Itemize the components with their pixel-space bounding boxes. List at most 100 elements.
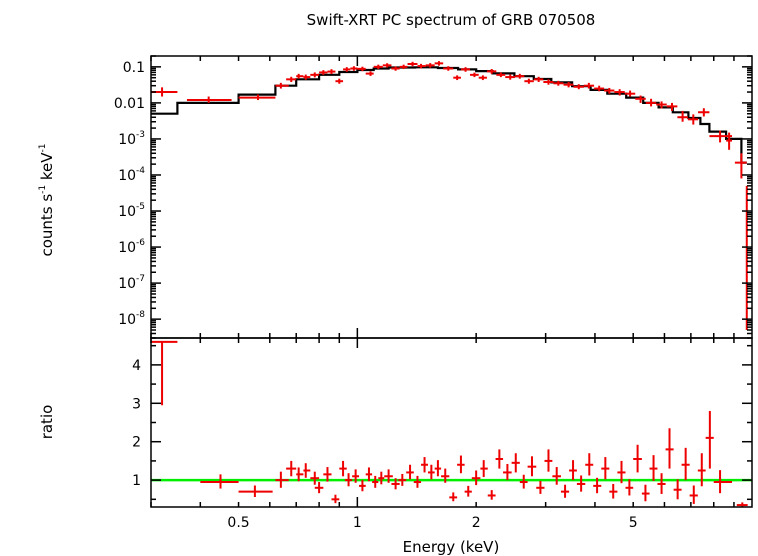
data-point <box>656 101 667 109</box>
x-tick-label: 2 <box>472 515 481 531</box>
spectrum-panel: 0.1 0.01 10-3 10-4 10-5 10-6 10-7 10-8 counts s… <box>38 55 753 339</box>
data-point <box>515 73 525 79</box>
ratio-data-points <box>151 340 748 507</box>
data-point <box>552 467 561 485</box>
y-tick-label: 10-4 <box>118 166 145 184</box>
y-tick-label: 4 <box>132 358 141 374</box>
ratio-panel: 1 2 3 4 0.5 1 2 5 ratio Energy (keV) <box>38 337 753 556</box>
data-point <box>689 485 698 504</box>
data-point <box>487 490 496 500</box>
data-point <box>421 457 428 473</box>
ratio-y-tick-labels: 1 2 3 4 <box>132 358 141 489</box>
data-point <box>576 475 586 492</box>
data-point <box>310 72 320 78</box>
data-point <box>314 482 324 494</box>
data-point <box>296 73 304 79</box>
data-point <box>524 78 534 84</box>
y-tick-label: 10-7 <box>118 274 145 292</box>
data-point <box>417 63 426 69</box>
data-point <box>398 473 407 486</box>
data-point <box>303 463 311 478</box>
data-point <box>365 467 373 482</box>
data-point <box>449 492 458 502</box>
data-point <box>407 61 418 67</box>
data-point <box>453 75 461 81</box>
x-tick-label: 5 <box>629 515 638 531</box>
data-point <box>339 460 347 477</box>
data-point <box>186 96 232 103</box>
data-point <box>384 469 393 483</box>
data-point <box>553 80 564 86</box>
data-point <box>697 453 706 487</box>
data-point <box>617 460 626 484</box>
model-histogram <box>151 66 747 164</box>
data-point <box>726 132 733 150</box>
data-point <box>303 74 311 80</box>
ratio-ticks <box>150 338 752 507</box>
data-point <box>536 480 545 494</box>
y-tick-label: 1 <box>132 473 141 489</box>
data-point <box>399 64 408 70</box>
data-point <box>441 468 450 483</box>
data-point <box>673 479 682 500</box>
data-point <box>625 479 634 496</box>
data-point <box>331 494 340 504</box>
data-point <box>527 456 537 477</box>
data-point <box>406 464 414 480</box>
data-point <box>327 69 336 75</box>
chart-title: Swift-XRT PC spectrum of GRB 070508 <box>307 11 596 29</box>
data-point <box>286 460 297 477</box>
data-point <box>486 69 497 74</box>
data-point <box>734 153 747 179</box>
data-point <box>357 66 366 72</box>
y-tick-label: 3 <box>132 396 141 412</box>
data-point <box>350 66 358 71</box>
spectrum-y-axis-label: counts s-1 keV-1 <box>38 143 56 256</box>
data-point <box>470 72 479 78</box>
data-point <box>344 473 353 487</box>
data-point <box>533 76 544 82</box>
data-point <box>413 475 422 488</box>
data-point <box>543 79 554 85</box>
data-point <box>585 453 594 476</box>
spectrum-ticks <box>150 55 752 339</box>
data-point <box>480 460 488 478</box>
data-point <box>633 444 642 473</box>
data-point <box>373 64 383 70</box>
data-point <box>713 470 733 494</box>
y-tick-label: 10-3 <box>118 130 145 148</box>
data-point <box>687 114 699 125</box>
data-point <box>645 98 657 107</box>
x-tick-label: 1 <box>353 515 362 531</box>
data-point <box>624 90 636 97</box>
y-tick-label: 10-5 <box>118 202 145 220</box>
data-point <box>569 460 577 481</box>
data-point <box>382 63 392 68</box>
x-axis-label: Energy (keV) <box>403 538 500 556</box>
data-point <box>365 71 374 76</box>
data-point <box>425 63 435 68</box>
data-point <box>698 108 710 117</box>
y-tick-label: 10-8 <box>118 310 145 328</box>
data-point <box>238 485 273 498</box>
data-point <box>573 84 584 90</box>
data-point <box>511 453 520 473</box>
data-point <box>665 428 674 469</box>
data-point <box>560 484 570 498</box>
data-point <box>464 485 472 497</box>
data-point <box>563 81 574 88</box>
data-point <box>335 78 344 84</box>
data-point <box>594 85 605 92</box>
data-point <box>681 447 690 481</box>
data-point <box>319 70 328 75</box>
y-tick-label: 2 <box>132 435 141 451</box>
data-point <box>323 467 332 482</box>
x-tick-label: 0.5 <box>227 515 249 531</box>
data-point <box>275 471 289 488</box>
data-point <box>275 82 289 89</box>
data-point <box>495 449 504 469</box>
data-point <box>151 340 178 406</box>
y-tick-label: 10-6 <box>118 238 145 256</box>
data-point <box>296 467 304 482</box>
data-point <box>457 455 465 474</box>
